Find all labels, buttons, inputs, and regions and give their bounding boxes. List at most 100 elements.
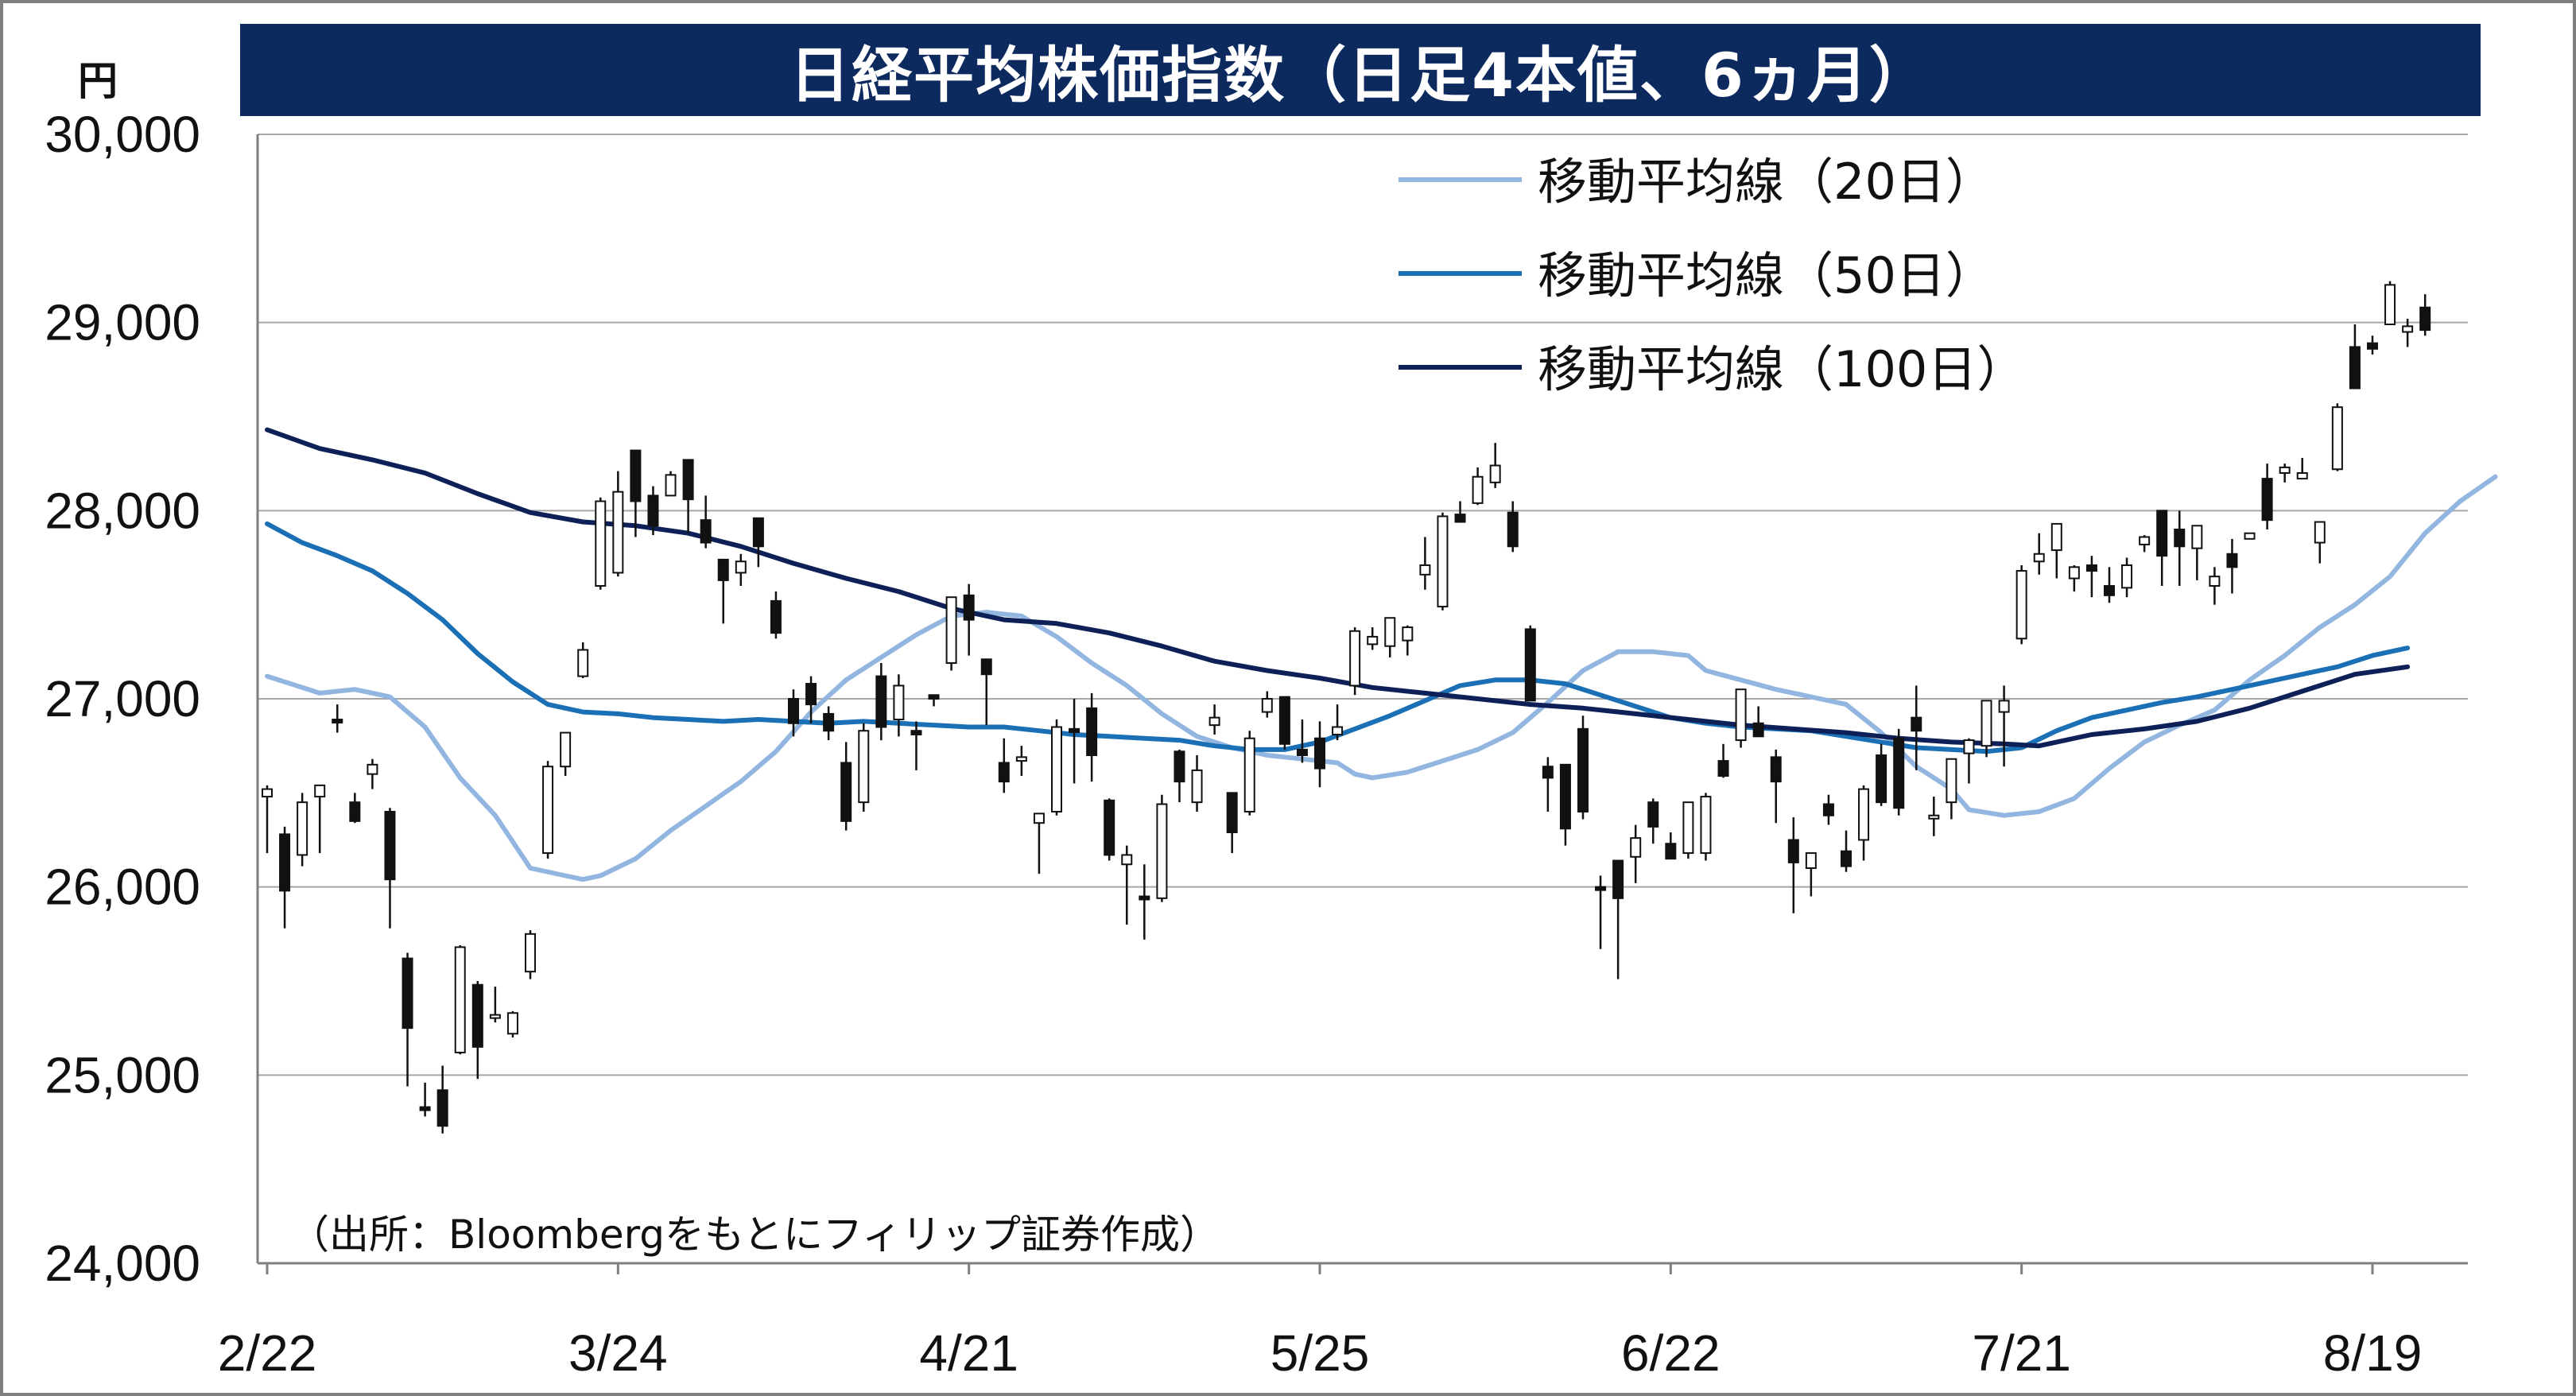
candle	[402, 952, 413, 1087]
candle	[1104, 798, 1115, 861]
candle-body	[2139, 536, 2151, 545]
candle-body	[963, 594, 975, 621]
candle-body	[928, 694, 940, 700]
legend: 移動平均線（20日） 移動平均線（50日） 移動平均線（100日）	[1399, 153, 2026, 398]
candle-body	[1876, 754, 1887, 804]
candle-body	[1051, 726, 1062, 812]
legend-label-3: 移動平均線（100日）	[1538, 340, 2026, 398]
candle-body	[436, 1089, 448, 1127]
candle	[2209, 567, 2221, 605]
grid-lines	[258, 134, 2468, 1076]
candle-body	[279, 833, 291, 892]
candle-body	[1086, 707, 1098, 756]
candle	[314, 784, 326, 854]
candle-body	[1770, 756, 1782, 783]
candle-body	[2419, 306, 2431, 332]
candle-body	[1700, 796, 1712, 855]
candle-body	[314, 784, 326, 798]
candle-body	[1682, 801, 1694, 855]
candle-body	[1384, 617, 1396, 647]
candle-body	[2121, 564, 2133, 589]
candle-body	[2279, 466, 2291, 475]
candle-body	[1332, 726, 1344, 735]
candle	[612, 471, 624, 577]
candle-body	[2068, 566, 2080, 580]
candle	[1139, 864, 1150, 940]
candle-body	[910, 730, 922, 735]
candle-body	[1559, 763, 1571, 830]
candle	[2156, 510, 2168, 586]
candle	[1841, 830, 1852, 872]
ma-line-3	[265, 427, 2411, 749]
candle-body	[1717, 760, 1729, 777]
candle	[980, 658, 992, 726]
candle-body	[1630, 837, 1642, 858]
candle-body	[1437, 515, 1449, 608]
candle-body	[2209, 576, 2221, 587]
candle	[1752, 706, 1764, 738]
candle-body	[823, 712, 835, 732]
candle-body	[1349, 630, 1361, 687]
candle	[1226, 792, 1238, 854]
candle	[1822, 794, 1834, 825]
candle	[770, 591, 782, 639]
candle-body	[560, 731, 572, 768]
candle-body	[1489, 464, 1501, 483]
candle	[332, 704, 343, 733]
candle	[1261, 691, 1273, 718]
y-tick-label: 30,000	[45, 106, 200, 163]
candle-body	[1419, 564, 1431, 576]
candle	[1524, 625, 1536, 702]
candle	[945, 596, 957, 671]
candle	[858, 723, 870, 812]
candle	[840, 742, 852, 831]
candle-body	[402, 957, 413, 1030]
candle-body	[1261, 698, 1273, 713]
candle-body	[1752, 722, 1764, 738]
candle-body	[2261, 478, 2273, 522]
y-tick-label: 29,000	[45, 294, 200, 351]
candle-body	[1998, 700, 2010, 713]
candle-body	[1174, 750, 1185, 783]
candle-body	[945, 596, 957, 665]
candle	[2121, 557, 2133, 598]
candle-body	[2174, 529, 2186, 548]
candle-body	[1015, 756, 1027, 762]
axes: 24,000 25,000 26,000 27,000 28,000 29,000 30,0…	[45, 106, 2468, 1382]
candle	[1682, 801, 1694, 859]
candle	[1507, 501, 1519, 553]
y-tick-label: 24,000	[45, 1235, 200, 1292]
candle-body	[735, 560, 747, 574]
candle-body	[506, 1012, 518, 1035]
ma-line-1	[265, 474, 2498, 882]
candle-body	[542, 766, 554, 855]
candle-body	[1542, 766, 1554, 779]
candle-body	[682, 459, 694, 501]
candle	[1647, 798, 1659, 844]
candle-body	[2050, 522, 2062, 552]
candle-body	[525, 933, 536, 973]
candle	[805, 676, 817, 723]
candle-body	[980, 658, 992, 676]
candle-body	[384, 811, 396, 881]
candle	[2085, 556, 2097, 598]
candle	[823, 706, 835, 741]
candle-body	[262, 788, 273, 798]
candle-body	[647, 494, 659, 527]
candle-body	[770, 599, 782, 634]
candle	[1051, 719, 1062, 816]
candle-body	[367, 763, 378, 775]
candle	[1208, 704, 1220, 735]
candle	[1858, 785, 1870, 861]
candle-body	[2191, 525, 2203, 549]
x-tick-label: 4/21	[919, 1324, 1018, 1382]
candle-body	[630, 449, 642, 502]
candle	[875, 663, 887, 741]
candle-body	[1472, 475, 1484, 504]
candle-body	[893, 684, 905, 721]
candle-body	[840, 762, 852, 822]
candle	[542, 761, 554, 859]
candle	[1472, 467, 1484, 506]
candle-body	[2226, 553, 2238, 568]
candle	[471, 981, 483, 1080]
